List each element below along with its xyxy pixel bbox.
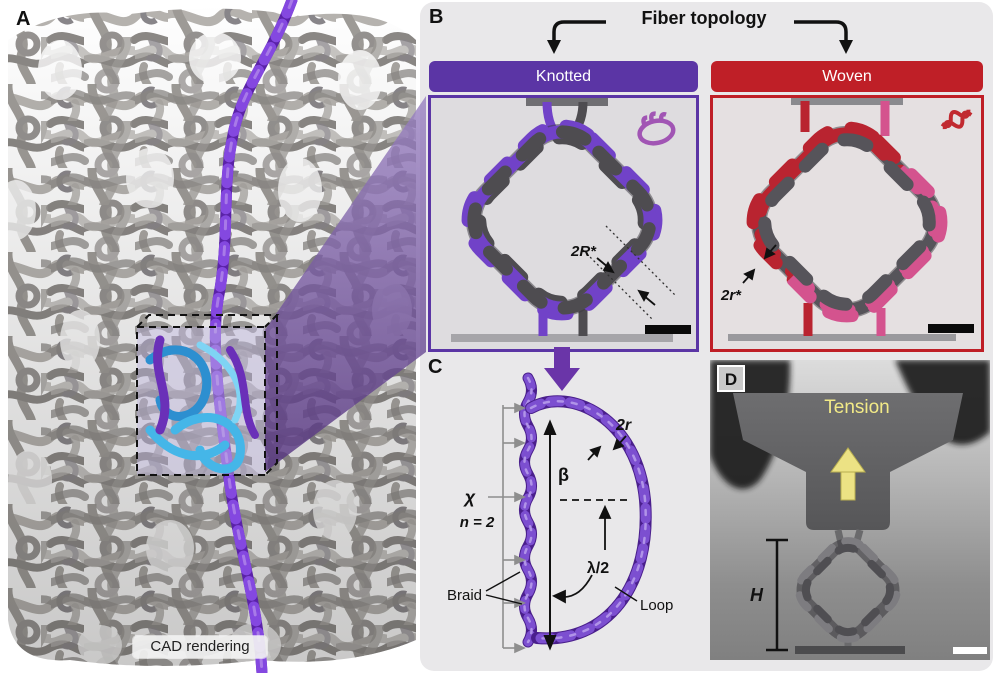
chi-label: χ xyxy=(463,487,476,507)
woven-ring xyxy=(746,121,948,323)
panel-a-label: A xyxy=(16,8,31,30)
svg-text:D: D xyxy=(725,370,737,389)
knot-schematic: 2r β χ n = 2 λ/2 Braid Loop xyxy=(447,372,673,654)
half-wavelength-label: λ/2 xyxy=(587,560,609,577)
loop-strand xyxy=(525,395,652,645)
height-bracket xyxy=(766,538,788,652)
fiber-topology-title: Fiber topology xyxy=(641,8,767,28)
two-r-label: 2r xyxy=(615,417,632,434)
braid-label: Braid xyxy=(447,587,482,604)
panel-d-label: D xyxy=(717,365,745,392)
tension-scale-bar xyxy=(953,647,987,654)
n-label: n = 2 xyxy=(460,514,495,531)
knotted-header: Knotted xyxy=(429,61,698,92)
woven-scale-bar xyxy=(928,324,974,333)
braid-strand xyxy=(519,372,537,648)
specimen-base xyxy=(795,646,905,654)
loop-label: Loop xyxy=(640,597,673,614)
panel-b-label: B xyxy=(429,6,444,28)
cad-rendering-caption: CAD rendering xyxy=(133,636,267,658)
pitch-bracket xyxy=(488,402,526,654)
woven-annotation: 2r* xyxy=(720,287,742,304)
down-arrow-icon xyxy=(544,347,580,391)
beta-label: β xyxy=(558,465,569,485)
tension-label: Tension xyxy=(824,397,890,418)
cad-lattice-render xyxy=(8,0,426,673)
knotted-sem-image: 2R* xyxy=(428,95,699,352)
beta-arrow xyxy=(543,419,557,651)
woven-sem-image: 2r* xyxy=(710,95,984,352)
panel-c-label: C xyxy=(428,356,443,378)
tension-arrow-icon xyxy=(830,447,866,501)
unit-cell-highlight xyxy=(136,314,280,476)
knot-mini-icon xyxy=(637,111,676,146)
helix-mini-icon xyxy=(940,109,973,130)
zoom-callout-wedge xyxy=(265,96,426,472)
topology-branch-arrows-icon xyxy=(547,20,853,54)
highlighted-purple-fiber xyxy=(209,0,298,673)
knotted-ring xyxy=(461,119,663,321)
knotted-annotation: 2R* xyxy=(570,243,597,260)
woven-header: Woven xyxy=(711,61,983,92)
specimen-knot xyxy=(795,529,901,650)
tension-test-sem: Tension H D xyxy=(710,360,990,660)
height-label: H xyxy=(750,585,764,605)
knotted-scale-bar xyxy=(645,325,691,334)
